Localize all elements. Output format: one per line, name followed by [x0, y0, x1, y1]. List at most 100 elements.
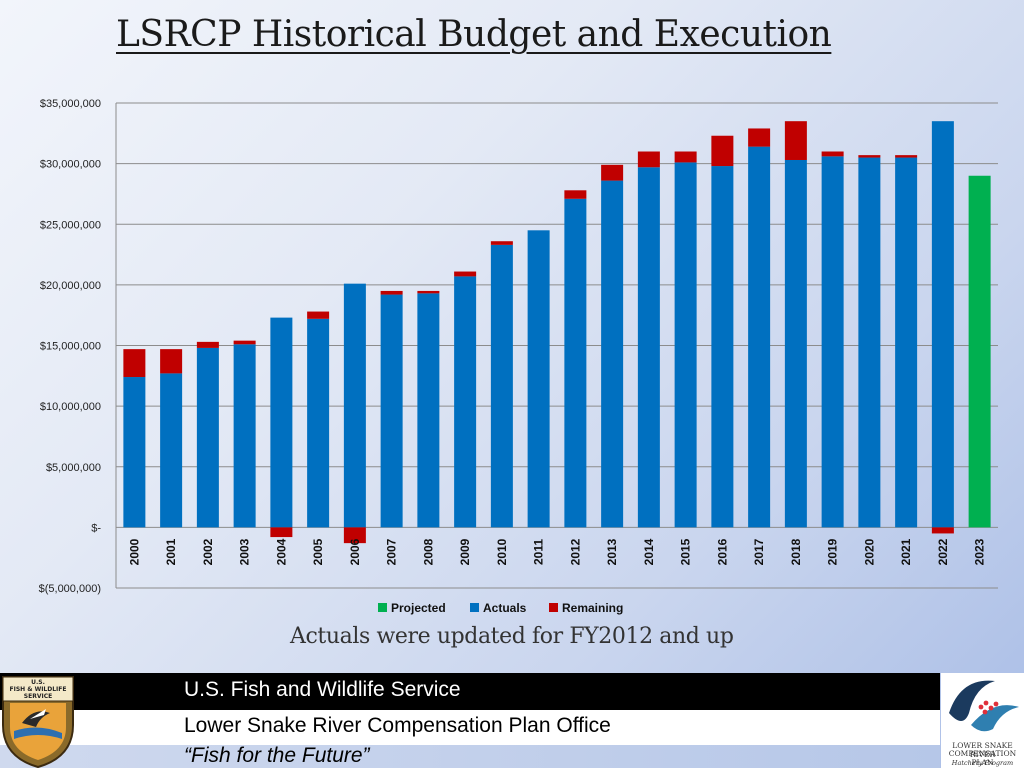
x-tick-label: 2002	[201, 538, 215, 565]
bar-remaining-2002	[196, 341, 219, 348]
legend-label-projected: Projected	[391, 601, 446, 615]
bar-projected-2023	[968, 175, 991, 528]
x-tick-label: 2023	[973, 538, 987, 565]
bar-actuals-2010	[490, 244, 513, 528]
logo-text-line: LOWER SNAKE RIVER	[952, 741, 1013, 759]
x-tick-label: 2005	[311, 538, 325, 565]
bar-actuals-2003	[233, 344, 256, 528]
bar-remaining-2017	[748, 128, 771, 147]
y-tick-label: $20,000,000	[40, 280, 101, 292]
page-title: LSRCP Historical Budget and Execution	[116, 14, 832, 55]
legend: Projected Actuals Remaining	[378, 601, 623, 615]
bars	[123, 121, 991, 544]
lsrcp-logo: LOWER SNAKE RIVER COMPENSATION PLAN Hatc…	[941, 673, 1024, 768]
bar-actuals-2021	[895, 157, 918, 528]
y-tick-label: $5,000,000	[46, 462, 101, 474]
y-tick-label: $30,000,000	[40, 159, 101, 171]
x-tick-label: 2000	[127, 538, 141, 565]
bar-actuals-2005	[307, 318, 330, 528]
bar-actuals-2004	[270, 317, 293, 528]
x-tick-label: 2003	[238, 538, 252, 565]
bar-actuals-2000	[123, 377, 146, 528]
x-tick-label: 2013	[605, 538, 619, 565]
x-tick-label: 2007	[385, 538, 399, 565]
bar-remaining-2015	[674, 151, 697, 163]
y-tick-label: $-	[91, 522, 101, 534]
bar-actuals-2022	[931, 121, 954, 528]
bar-actuals-2018	[784, 159, 807, 528]
y-tick-label: $10,000,000	[40, 401, 101, 413]
bar-actuals-2016	[711, 166, 734, 528]
logo-text-line: Hatchery Program	[951, 759, 1014, 767]
legend-label-actuals: Actuals	[483, 601, 527, 615]
bar-remaining-2003	[233, 340, 256, 345]
legend-swatch-remaining	[549, 603, 558, 612]
x-axis-tick-labels: 2000 2001 2002 2003 2004 2005 2006 2007 2008 2009…	[127, 538, 986, 565]
usfws-shield-logo: U.S. FISH & WILDLIFE SERVICE	[2, 676, 74, 768]
bar-actuals-2013	[601, 180, 624, 528]
bar-remaining-2016	[711, 135, 734, 167]
bar-remaining-2019	[821, 151, 844, 157]
x-tick-label: 2006	[348, 538, 362, 565]
bar-remaining-2022	[931, 527, 954, 534]
footer-agency: U.S. Fish and Wildlife Service	[184, 678, 461, 701]
x-tick-label: 2004	[274, 538, 288, 565]
legend-swatch-actuals	[470, 603, 479, 612]
bar-remaining-2013	[601, 164, 624, 181]
x-tick-label: 2012	[568, 538, 582, 565]
x-tick-label: 2022	[936, 538, 950, 565]
bar-actuals-2015	[674, 162, 697, 528]
logo-text-line: SERVICE	[24, 693, 52, 700]
x-tick-label: 2021	[899, 538, 913, 565]
y-tick-label: $15,000,000	[40, 341, 101, 353]
bar-actuals-2002	[196, 347, 219, 528]
x-tick-label: 2018	[789, 538, 803, 565]
logo-text-line: U.S.	[31, 679, 45, 686]
x-tick-label: 2009	[458, 538, 472, 565]
footer-office: Lower Snake River Compensation Plan Offi…	[184, 714, 611, 737]
bar-remaining-2001	[160, 349, 183, 374]
bar-remaining-2005	[307, 311, 330, 319]
x-tick-label: 2015	[679, 538, 693, 565]
bar-remaining-2008	[417, 290, 440, 294]
bar-remaining-2009	[454, 271, 477, 277]
bar-actuals-2006	[343, 283, 366, 528]
gridlines	[115, 102, 998, 589]
x-tick-label: 2016	[715, 538, 729, 565]
bar-actuals-2017	[748, 146, 771, 528]
y-tick-label: $25,000,000	[40, 219, 101, 231]
x-tick-label: 2019	[826, 538, 840, 565]
x-tick-label: 2017	[752, 538, 766, 565]
footer-white-band	[0, 710, 940, 745]
footer-black-band	[0, 673, 940, 710]
x-tick-label: 2001	[164, 538, 178, 565]
bar-remaining-2010	[490, 241, 513, 245]
bar-actuals-2001	[160, 373, 183, 528]
bar-actuals-2007	[380, 294, 403, 528]
bar-remaining-2021	[895, 155, 918, 158]
y-tick-label: $35,000,000	[40, 98, 101, 110]
x-tick-label: 2008	[421, 538, 435, 565]
y-tick-label: $(5,000,000)	[39, 583, 101, 595]
x-tick-label: 2011	[532, 539, 546, 565]
bar-remaining-2018	[784, 121, 807, 160]
x-tick-label: 2020	[862, 538, 876, 565]
legend-label-remaining: Remaining	[562, 601, 623, 615]
bar-actuals-2012	[564, 198, 587, 528]
legend-swatch-projected	[378, 603, 387, 612]
bar-remaining-2004	[270, 527, 293, 538]
bar-remaining-2020	[858, 155, 881, 158]
y-axis-tick-labels: $(5,000,000) $- $5,000,000 $10,000,000 $15,0…	[39, 98, 102, 595]
fish-logo-icon	[949, 680, 1019, 732]
footer-tagline: “Fish for the Future”	[184, 744, 370, 767]
bar-remaining-2014	[637, 151, 660, 168]
logo-text-line: FISH & WILDLIFE	[10, 686, 67, 693]
chart-caption: Actuals were updated for FY2012 and up	[290, 624, 734, 649]
footer-blue-band	[0, 745, 940, 768]
bar-actuals-2011	[527, 230, 550, 528]
x-tick-label: 2010	[495, 538, 509, 565]
x-tick-label: 2014	[642, 538, 656, 565]
bar-remaining-2006	[343, 527, 366, 544]
bar-actuals-2009	[454, 276, 477, 528]
bar-remaining-2000	[123, 349, 146, 378]
